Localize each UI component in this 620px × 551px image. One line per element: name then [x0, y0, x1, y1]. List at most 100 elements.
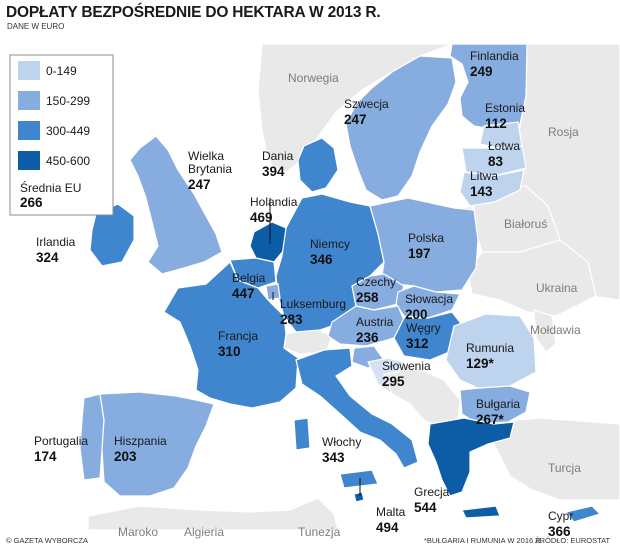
country-value-szwecja: 247	[344, 112, 367, 127]
country-name-luksemburg: Luksemburg	[280, 297, 346, 311]
country-value-grecja: 544	[414, 500, 437, 515]
country-name-czechy: Czechy	[356, 275, 396, 289]
legend-swatch-1	[18, 91, 40, 110]
country-name-grecja: Grecja	[414, 485, 450, 499]
country-name-lotwa: Łotwa	[488, 139, 520, 153]
neighbor-label-4: Mołdawia	[530, 323, 581, 337]
neighbor-label-6: Maroko	[118, 525, 158, 539]
legend-label-2: 300-449	[46, 124, 90, 138]
legend-label-3: 450-600	[46, 154, 90, 168]
country-name-wegry: Węgry	[406, 321, 441, 335]
country-value-holandia: 469	[250, 210, 273, 225]
map-subtitle: DANE W EURO	[7, 22, 65, 31]
country-value-slowacja: 200	[405, 307, 428, 322]
neighbor-label-8: Tunezja	[298, 525, 341, 539]
country-name-rumunia: Rumunia	[466, 341, 514, 355]
neighbor-label-0: Norwegia	[288, 71, 339, 85]
neighbor-label-5: Turcja	[548, 461, 581, 475]
country-name-wielka-brytania-1: Brytania	[188, 162, 232, 176]
country-value-francja: 310	[218, 344, 241, 359]
spain-shape	[99, 391, 215, 497]
country-name-estonia: Estonia	[485, 101, 525, 115]
source: ŹRÓDŁO: EUROSTAT	[535, 536, 611, 545]
eu-countries	[79, 43, 602, 523]
country-name-bulgaria: Bułgaria	[476, 397, 520, 411]
credit: © GAZETA WYBORCZA	[6, 536, 89, 545]
country-value-dania: 394	[262, 164, 285, 179]
country-name-wlochy: Włochy	[322, 435, 361, 449]
country-value-polska: 197	[408, 246, 431, 261]
country-name-slowenia: Słowenia	[382, 359, 431, 373]
country-name-niemcy: Niemcy	[310, 237, 350, 251]
denmark-shape	[297, 137, 339, 193]
country-name-portugalia: Portugalia	[34, 434, 88, 448]
country-name-irlandia: Irlandia	[36, 235, 76, 249]
country-value-lotwa: 83	[488, 154, 504, 169]
legend-average-value: 266	[20, 195, 43, 210]
legend-swatch-3	[18, 151, 40, 170]
country-name-szwecja: Szwecja	[344, 97, 389, 111]
france-shape	[163, 260, 299, 409]
country-value-slowenia: 295	[382, 374, 405, 389]
netherlands-shape	[249, 221, 287, 263]
country-name-slowacja: Słowacja	[405, 292, 453, 306]
neighbor-label-1: Rosja	[548, 125, 579, 139]
country-value-rumunia: 129*	[466, 356, 495, 371]
country-value-finlandia: 249	[470, 64, 493, 79]
country-value-irlandia: 324	[36, 250, 59, 265]
country-value-bulgaria: 267*	[476, 412, 505, 427]
country-name-malta: Malta	[376, 505, 406, 519]
sweden-shape	[345, 55, 457, 201]
country-name-polska: Polska	[408, 231, 444, 245]
footnote: *BUŁGARIA I RUMUNIA W 2016 R.	[424, 536, 543, 545]
leader-lines	[269, 198, 361, 496]
legend-swatch-0	[18, 61, 40, 80]
cyprus-shape	[564, 505, 602, 523]
country-value-portugalia: 174	[34, 449, 57, 464]
neighbor-label-2: Białoruś	[504, 217, 547, 231]
country-value-niemcy: 346	[310, 252, 333, 267]
country-value-austria: 236	[356, 330, 379, 345]
country-name-litwa: Litwa	[470, 169, 498, 183]
country-name-hiszpania: Hiszpania	[114, 434, 167, 448]
country-name-finlandia: Finlandia	[470, 49, 519, 63]
country-value-belgia: 447	[232, 286, 255, 301]
non-eu-land	[87, 43, 620, 531]
lithuania-shape	[459, 169, 525, 207]
legend-label-1: 150-299	[46, 94, 90, 108]
finland-shape	[449, 43, 528, 131]
country-value-hiszpania: 203	[114, 449, 137, 464]
poland-shape	[369, 197, 479, 293]
country-name-dania: Dania	[262, 149, 294, 163]
malta-shape	[353, 491, 365, 503]
country-value-wlochy: 343	[322, 450, 345, 465]
italy-shape	[293, 347, 419, 489]
country-value-cypr: 366	[548, 524, 571, 539]
legend: 0-149 150-299 300-449 450-600 Średnia EU 26…	[9, 54, 114, 216]
uk-shape	[129, 135, 223, 275]
romania-shape	[445, 313, 537, 389]
greece-shape	[427, 417, 515, 519]
ireland-shape	[89, 203, 135, 267]
country-value-czechy: 258	[356, 290, 379, 305]
country-value-litwa: 143	[470, 184, 493, 199]
country-value-wegry: 312	[406, 336, 429, 351]
country-value-luksemburg: 283	[280, 312, 303, 327]
legend-label-0: 0-149	[46, 64, 77, 78]
country-name-francja: Francja	[218, 329, 258, 343]
legend-swatch-2	[18, 121, 40, 140]
country-name-belgia: Belgia	[232, 271, 266, 285]
country-value-estonia: 112	[485, 116, 507, 131]
neighbor-label-3: Ukraina	[536, 281, 578, 295]
country-value-wielka-brytania: 247	[188, 177, 211, 192]
country-name-wielka-brytania-0: Wielka	[188, 149, 224, 163]
legend-average-label: Średnia EU	[20, 180, 81, 195]
map-title: DOPŁATY BEZPOŚREDNIE DO HEKTARA W 2013 R…	[6, 4, 381, 21]
neighbor-label-7: Algieria	[184, 525, 224, 539]
croatia-shape	[367, 357, 405, 396]
country-value-malta: 494	[376, 520, 399, 535]
country-name-austria: Austria	[356, 315, 394, 329]
country-name-holandia: Holandia	[250, 195, 298, 209]
country-name-cypr: Cypr	[548, 509, 573, 523]
